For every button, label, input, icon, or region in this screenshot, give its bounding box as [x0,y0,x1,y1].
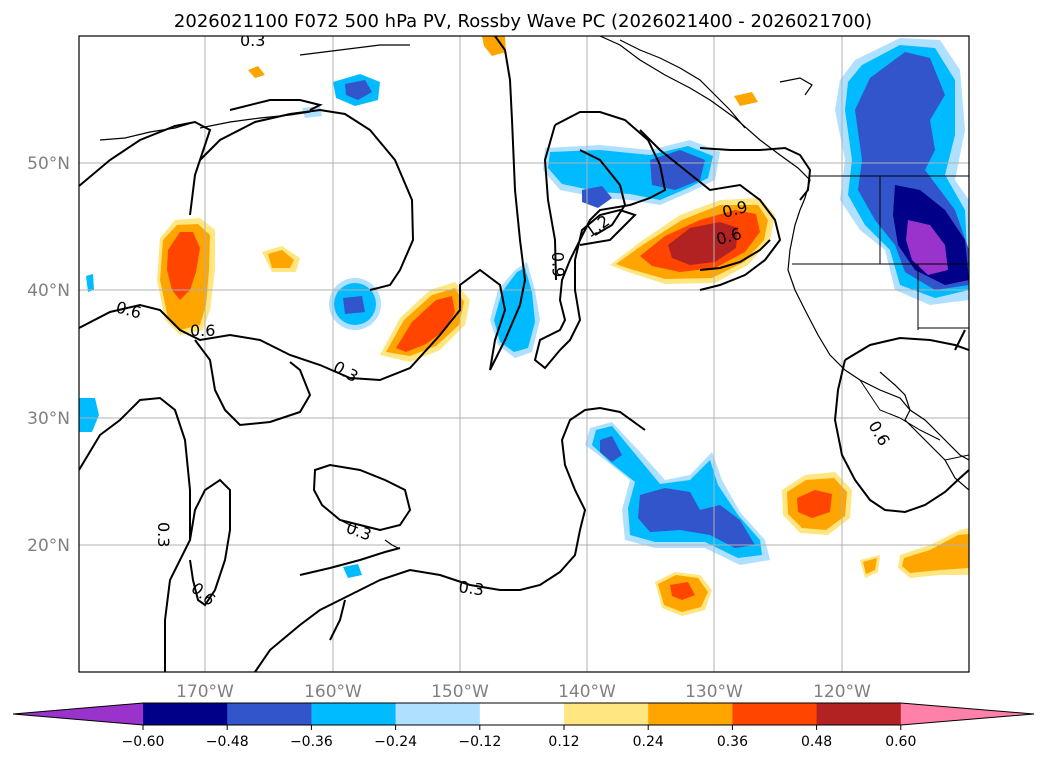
colorbar-tick-label: −0.48 [206,734,249,750]
gridlines [79,36,969,672]
latitude-labels: 50°N 40°N 30°N 20°N [27,154,70,556]
contour-label: 0.6 [190,321,215,340]
colorbar-segment [479,703,565,725]
pos-anomaly-central [380,282,470,362]
pos-anomaly-west [157,218,215,335]
neg-anomaly-west-edge [79,398,99,432]
colorbar-tick-label: −0.36 [290,734,333,750]
lon-label-120w: 120°W [813,682,871,702]
neg-anomaly-west-edge-small [86,274,94,292]
map-frame [78,35,970,673]
colorbar-extend-max [900,703,1034,725]
lat-label-40n: 40°N [27,281,70,301]
lon-label-160w: 160°W [304,682,362,702]
colorbar: −0.60 −0.48 −0.36 −0.24 −0.12 0.12 0.24 0.36 0.4… [12,702,1035,750]
colorbar-extend-min [13,703,143,725]
colorbar-segment [648,703,733,725]
map-content: 0.3 0.6 0.6 0.3 0.9 1.2 0.9 0.6 0.6 0.3 … [79,31,969,672]
colorbar-tick-label: 0.24 [633,734,664,750]
contours [79,36,969,672]
neg-anomaly-northwest [835,38,969,305]
pos-anomaly-southeast [782,472,852,535]
colorbar-segment [564,703,649,725]
borders [792,175,969,461]
pos-anomaly-south [655,572,712,616]
colorbar-tick-label: 0.60 [885,734,916,750]
lon-label-140w: 140°W [558,682,616,702]
colorbar-segment [143,703,228,725]
neg-anomaly-small-center [329,278,381,330]
lat-label-50n: 50°N [27,154,70,174]
lon-label-150w: 150°W [431,682,489,702]
colorbar-segment [227,703,312,725]
colorbar-tick-label: 0.36 [717,734,748,750]
coastlines [99,36,969,549]
contour-label: 0.9 [548,251,568,277]
neg-anomaly-south-central [585,422,770,565]
lat-label-30n: 30°N [27,409,70,429]
contour-label: 0.3 [154,522,173,547]
colorbar-segment [732,703,818,725]
lat-label-20n: 20°N [27,536,70,556]
colorbar-segment [395,703,481,725]
colorbar-tick-label: −0.12 [458,734,501,750]
longitude-labels: 170°W 160°W 150°W 140°W 130°W 120°W [176,682,871,702]
pos-anomaly-northeast [610,198,775,284]
pos-anomaly-small-north [248,36,758,106]
contour-label: 0.3 [240,31,265,50]
colorbar-tick-label: 0.12 [548,734,579,750]
lon-label-170w: 170°W [176,682,234,702]
lon-label-130w: 130°W [685,682,743,702]
contour-label: 0.3 [457,577,485,599]
colorbar-segment [816,703,902,725]
colorbar-segment [311,703,397,725]
neg-anomaly-small-south [343,564,362,578]
colorbar-tick-label: 0.48 [801,734,832,750]
figure-title: 2026021100 F072 500 hPa PV, Rossby Wave … [174,11,872,32]
colorbar-tick-label: −0.60 [122,734,165,750]
pos-anomaly-far-southeast [860,528,969,578]
pos-anomaly-small-west [262,246,300,272]
colorbar-tick-label: −0.24 [374,734,417,750]
neg-anomaly-mid [490,262,540,358]
